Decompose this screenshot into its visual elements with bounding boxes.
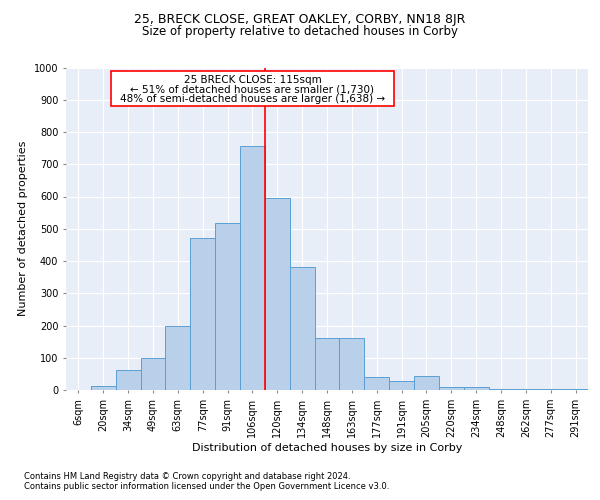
Bar [116, 370, 140, 390]
Y-axis label: Number of detached properties: Number of detached properties [19, 141, 28, 316]
Bar [166, 326, 190, 390]
Bar [190, 238, 215, 390]
Text: Contains HM Land Registry data © Crown copyright and database right 2024.: Contains HM Land Registry data © Crown c… [24, 472, 350, 481]
Bar [389, 382, 414, 390]
Bar [488, 389, 514, 390]
Text: Contains public sector information licensed under the Open Government Licence v3: Contains public sector information licen… [24, 482, 389, 491]
Bar [265, 198, 290, 390]
Bar [439, 387, 464, 390]
Bar [290, 267, 314, 390]
Bar [240, 146, 265, 390]
Text: 25 BRECK CLOSE: 115sqm: 25 BRECK CLOSE: 115sqm [184, 74, 322, 85]
Text: Size of property relative to detached houses in Corby: Size of property relative to detached ho… [142, 25, 458, 38]
Bar [91, 386, 116, 390]
Bar [314, 338, 340, 390]
Bar [464, 388, 488, 390]
X-axis label: Distribution of detached houses by size in Corby: Distribution of detached houses by size … [192, 442, 462, 452]
FancyBboxPatch shape [111, 70, 394, 106]
Bar [340, 338, 364, 390]
Bar [215, 222, 240, 390]
Bar [414, 376, 439, 390]
Bar [364, 377, 389, 390]
Bar [140, 358, 166, 390]
Text: ← 51% of detached houses are smaller (1,730): ← 51% of detached houses are smaller (1,… [130, 84, 374, 94]
Text: 48% of semi-detached houses are larger (1,638) →: 48% of semi-detached houses are larger (… [120, 94, 385, 104]
Text: 25, BRECK CLOSE, GREAT OAKLEY, CORBY, NN18 8JR: 25, BRECK CLOSE, GREAT OAKLEY, CORBY, NN… [134, 12, 466, 26]
